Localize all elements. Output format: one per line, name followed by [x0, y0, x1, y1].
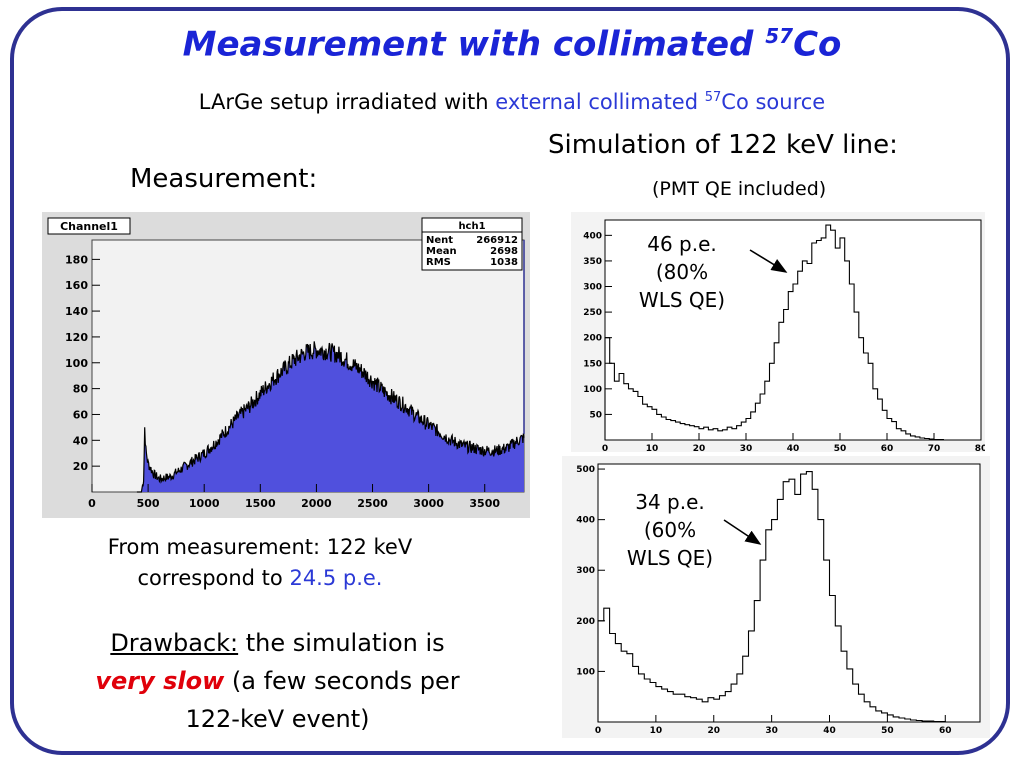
y-tick-label: 500 [576, 465, 595, 475]
panel-label: Channel1 [60, 220, 118, 233]
x-tick-label: 0 [602, 444, 608, 452]
arrow-60 [723, 519, 762, 545]
measurement-result: From measurement: 122 keV correspond to … [107, 535, 413, 590]
x-tick-label: 10 [646, 444, 659, 452]
y-tick-label: 60 [73, 408, 89, 421]
x-tick-label: 20 [707, 726, 720, 736]
x-tick-label: 20 [693, 444, 706, 452]
y-tick-label: 100 [65, 357, 88, 370]
y-tick-label: 300 [583, 283, 602, 293]
x-tick-label: 30 [765, 726, 778, 736]
histogram-line [604, 224, 963, 441]
y-tick-label: 200 [576, 617, 595, 627]
annotation-80: 46 p.e. (80% WLS QE) [638, 232, 726, 312]
simulation-heading: Simulation of 122 keV line: [548, 130, 898, 160]
y-tick-label: 140 [65, 305, 88, 318]
x-tick-label: 10 [650, 726, 663, 736]
y-tick-label: 50 [589, 410, 602, 420]
x-tick-label: 60 [939, 726, 952, 736]
y-tick-label: 300 [576, 566, 595, 576]
y-tick-label: 350 [583, 257, 602, 267]
x-tick-label: 1000 [189, 497, 220, 510]
x-tick-label: 40 [787, 444, 800, 452]
y-tick-label: 250 [583, 308, 602, 318]
x-tick-label: 50 [881, 726, 894, 736]
stats-value: 1038 [490, 257, 518, 268]
stats-value: 2698 [490, 246, 518, 257]
simulation-histogram-60: 100 200 300 400 500 0 10 20 30 40 50 60 [562, 456, 990, 738]
stats-value: 266912 [476, 235, 518, 246]
arrow-80 [749, 249, 788, 273]
y-tick-label: 100 [576, 667, 595, 677]
y-tick-label: 120 [65, 331, 88, 344]
subtitle: LArGe setup irradiated with external col… [198, 90, 826, 114]
x-tick-label: 30 [740, 444, 753, 452]
stats-name: hch1 [458, 221, 485, 232]
x-tick-label: 60 [881, 444, 894, 452]
histogram-outline [136, 341, 525, 493]
y-tick-label: 160 [65, 279, 88, 292]
x-tick-label: 3000 [413, 497, 444, 510]
x-tick-label: 70 [928, 444, 941, 452]
plot-area [597, 463, 981, 723]
x-tick-label: 0 [88, 497, 96, 510]
plot-area [604, 219, 982, 441]
slide-frame [10, 7, 1010, 755]
stats-key: Mean [426, 246, 457, 257]
y-tick-label: 20 [73, 460, 89, 473]
y-tick-label: 200 [583, 334, 602, 344]
y-tick-label: 100 [583, 385, 602, 395]
y-tick-label: 400 [576, 516, 595, 526]
measurement-histogram: 20 40 60 80 100 120 140 160 180 0 500 1000 1500 2000 2… [42, 212, 530, 518]
drawback-note: Drawback: the simulation is very slow (a… [95, 629, 460, 733]
x-tick-label: 50 [834, 444, 847, 452]
y-tick-label: 80 [73, 383, 89, 396]
x-tick-label: 2500 [357, 497, 388, 510]
measurement-heading: Measurement: [130, 164, 318, 194]
x-tick-label: 3500 [469, 497, 500, 510]
x-tick-label: 40 [823, 726, 836, 736]
y-tick-label: 400 [583, 231, 602, 241]
panel-label-box [47, 217, 131, 235]
simulation-note: (PMT QE included) [652, 178, 827, 200]
y-tick-label: 150 [583, 359, 602, 369]
x-tick-label: 80 [975, 444, 985, 452]
simulation-histogram-80: 50 100 150 200 250 300 350 400 0 10 20 30 40 50 60 70 80 [571, 212, 985, 452]
x-tick-label: 1500 [245, 497, 276, 510]
x-tick-label: 500 [137, 497, 160, 510]
stats-key: Nent [426, 235, 453, 246]
x-tick-label: 0 [595, 726, 601, 736]
histogram-line [597, 471, 952, 723]
annotation-60: 34 p.e. (60% WLS QE) [626, 490, 714, 570]
y-tick-label: 40 [73, 434, 89, 447]
page-title: Measurement with collimated 57Co [182, 24, 842, 65]
x-tick-label: 2000 [301, 497, 332, 510]
stats-box [421, 217, 523, 271]
histogram-fill [136, 341, 524, 492]
y-tick-label: 180 [65, 253, 88, 266]
stats-key: RMS [426, 257, 451, 268]
